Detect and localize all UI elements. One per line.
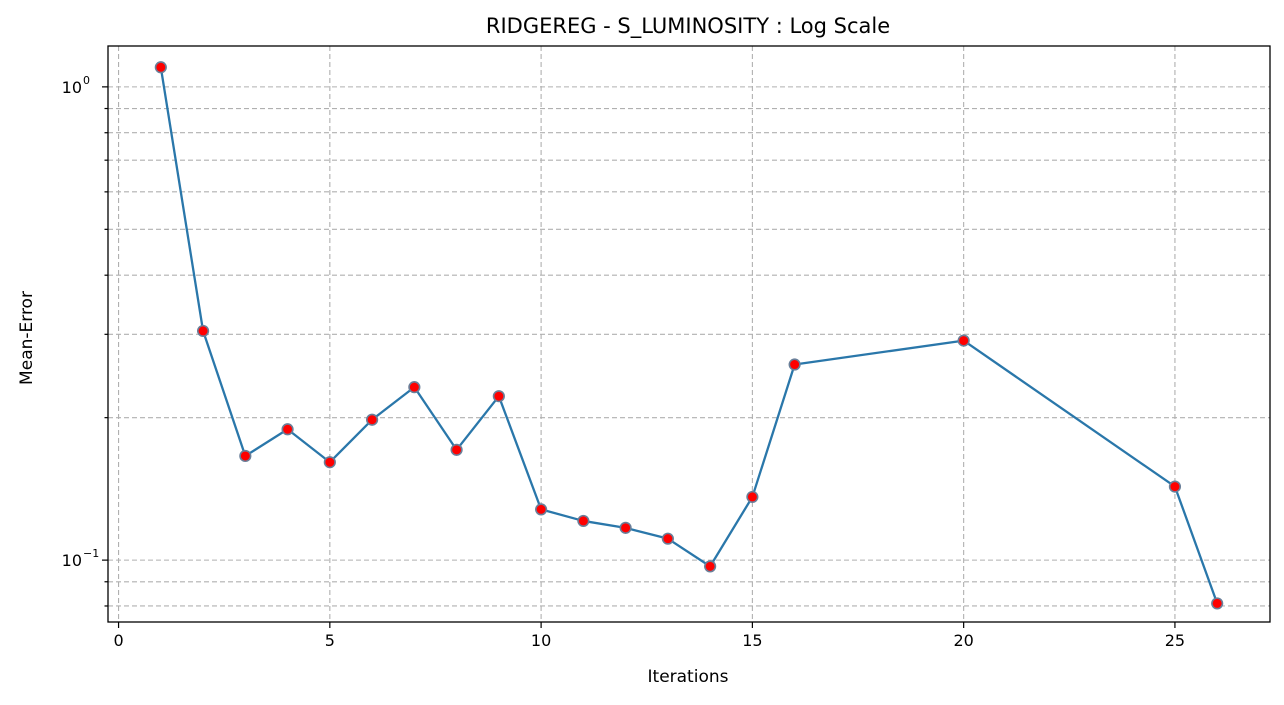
y-tick-exponent: 0 [83, 74, 90, 87]
x-tick-label: 15 [742, 631, 762, 650]
data-point [957, 334, 970, 347]
plot-frame [107, 45, 1271, 623]
data-point [365, 413, 379, 426]
data-point [661, 532, 674, 545]
x-axis-label: Iterations [648, 667, 729, 687]
x-tick-label: 5 [325, 631, 335, 650]
data-point [408, 381, 421, 394]
data-point [746, 490, 759, 504]
data-point [704, 560, 717, 573]
data-point [492, 390, 505, 403]
data-point [577, 514, 590, 528]
data-point [788, 358, 801, 371]
x-tick-label: 0 [113, 631, 123, 650]
data-point [535, 503, 548, 516]
x-tick-label: 20 [953, 631, 973, 650]
x-tick-label: 10 [531, 631, 551, 650]
y-axis-label: Mean-Error [17, 291, 37, 385]
data-point [323, 456, 336, 469]
y-tick-label: 10 [62, 551, 82, 570]
data-point [619, 521, 632, 534]
data-point [450, 443, 463, 456]
x-tick-label: 25 [1165, 631, 1185, 650]
chart-title: RIDGEREG - S_LUMINOSITY : Log Scale [486, 14, 890, 39]
data-point [1211, 597, 1224, 610]
data-point [196, 324, 210, 338]
series-line [159, 67, 1219, 604]
data-point [239, 449, 252, 463]
y-tick-label: 10 [62, 78, 82, 97]
data-point [154, 61, 167, 74]
grid-layer [108, 46, 1270, 622]
series-layer [154, 61, 1224, 610]
data-point [281, 423, 294, 436]
y-tick-exponent: −1 [83, 547, 99, 560]
data-point [1168, 480, 1182, 493]
